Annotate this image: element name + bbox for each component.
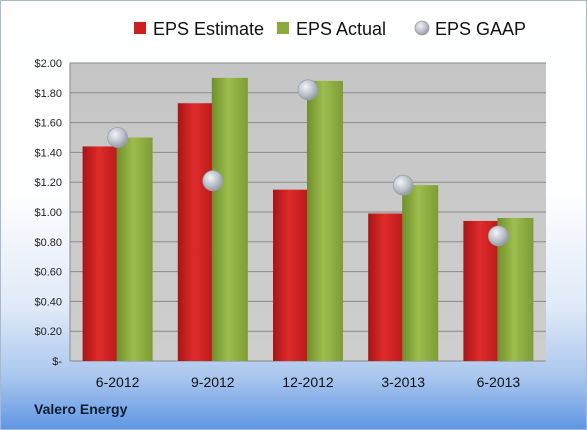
- point-eps-gaap: [202, 170, 224, 192]
- y-tick-label: $1.20: [34, 177, 62, 189]
- y-tick-label: $2.00: [34, 58, 62, 70]
- point-eps-gaap: [487, 225, 509, 247]
- legend-swatch: [134, 22, 146, 34]
- legend-label: EPS Estimate: [153, 19, 264, 39]
- bar-eps-actual: [402, 185, 439, 361]
- x-tick-label: 3-2013: [381, 374, 425, 390]
- x-tick-label: 6-2013: [477, 374, 521, 390]
- bar-eps-estimate: [368, 213, 405, 361]
- bar-eps-estimate: [82, 146, 119, 361]
- point-eps-gaap: [392, 174, 414, 196]
- bar-eps-actual: [211, 77, 248, 362]
- x-tick-label: 9-2012: [191, 374, 235, 390]
- company-name: Valero Energy: [34, 401, 128, 417]
- bar-eps-estimate: [177, 103, 214, 361]
- bar-eps-actual: [116, 137, 153, 361]
- legend-swatch: [277, 22, 289, 34]
- bar-eps-actual: [307, 80, 343, 361]
- y-tick-label: $0.80: [34, 237, 62, 249]
- y-tick-label: $0.20: [34, 326, 62, 338]
- y-tick-label: $1.80: [34, 88, 62, 100]
- y-tick-label: $1.00: [34, 207, 62, 219]
- y-tick-label: $-: [52, 356, 62, 368]
- point-eps-gaap: [297, 79, 319, 101]
- legend-swatch: [414, 20, 430, 36]
- bar-eps-estimate: [273, 189, 309, 361]
- y-tick-label: $0.60: [34, 267, 62, 279]
- y-tick-label: $1.40: [34, 147, 62, 159]
- x-tick-label: 12-2012: [282, 374, 334, 390]
- y-tick-label: $0.40: [34, 296, 62, 308]
- legend-label: EPS Actual: [296, 19, 386, 39]
- x-tick-label: 6-2012: [96, 374, 140, 390]
- y-tick-label: $1.60: [34, 118, 62, 130]
- point-eps-gaap: [107, 127, 128, 148]
- legend-label: EPS GAAP: [435, 19, 526, 39]
